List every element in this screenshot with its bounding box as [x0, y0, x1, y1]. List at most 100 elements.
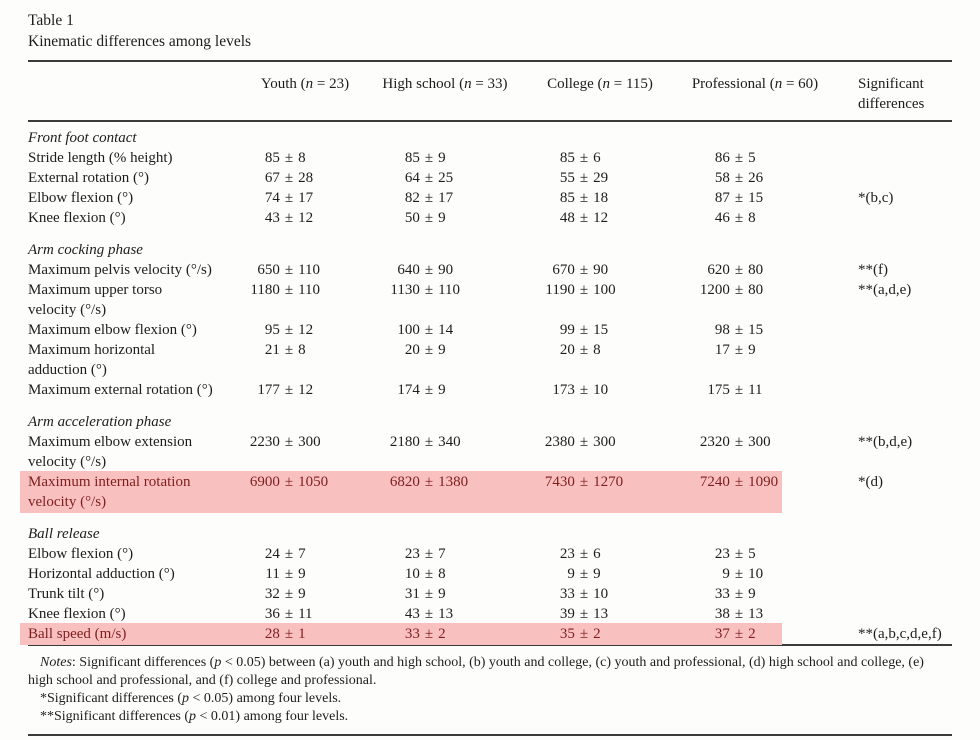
- section-heading-row: Arm acceleration phase: [28, 412, 952, 432]
- value-mean: 43: [404, 606, 420, 622]
- value-mean: 28: [264, 626, 280, 642]
- value-sd: 7: [298, 546, 306, 562]
- value-mean: 6820: [389, 474, 420, 490]
- table-section: Front foot contact Stride length (% heigh…: [28, 128, 952, 228]
- value-sd: 29: [593, 170, 609, 186]
- value-sd: 18: [593, 190, 609, 206]
- row-label-cell: Maximum pelvis velocity (°/s): [28, 260, 240, 280]
- plus-minus-sign: ±: [734, 626, 744, 642]
- column-header: Youth (n = 23): [240, 74, 370, 94]
- value-sd: 12: [298, 322, 314, 338]
- kinematics-table-body: Front foot contact Stride length (% heigh…: [20, 122, 952, 645]
- plus-minus-sign: ±: [284, 586, 294, 602]
- row-label: Elbow flexion (°): [28, 546, 134, 562]
- value-mean: 11: [265, 566, 280, 582]
- row-label: Elbow flexion (°): [28, 190, 134, 206]
- value-sd: 7: [438, 546, 446, 562]
- value-cell: 36 ±11: [240, 604, 370, 624]
- value-mean: 640: [397, 262, 420, 278]
- value-mean: 74: [264, 190, 280, 206]
- value-cell: 100 ±14: [370, 320, 520, 340]
- value-sd: 12: [593, 210, 609, 226]
- plus-minus-sign: ±: [734, 282, 744, 298]
- value-sd: 12: [298, 382, 314, 398]
- plus-minus-sign: ±: [579, 382, 589, 398]
- plus-minus-sign: ±: [284, 382, 294, 398]
- plus-minus-sign: ±: [424, 434, 434, 450]
- value-mean: 37: [714, 626, 730, 642]
- table-row: Ball speed (m/s) 28 ±1 33 ±2 35 ±2 37 ±2 **(a,b,c…: [20, 623, 952, 645]
- plus-minus-sign: ±: [424, 342, 434, 358]
- text-segment: p: [189, 709, 197, 724]
- text-segment: n: [602, 76, 611, 92]
- table-notes: Notes: Significant differences (p < 0.05…: [28, 654, 952, 726]
- value-sd: 300: [593, 434, 616, 450]
- value-cell: 1200 ±80: [680, 280, 830, 300]
- plus-minus-sign: ±: [284, 566, 294, 582]
- section-heading: Front foot contact: [28, 130, 137, 146]
- value-sd: 10: [748, 566, 764, 582]
- table-row: Stride length (% height) 85 ±8 85 ±9 85 ±6 86 ±5: [28, 148, 952, 168]
- plus-minus-sign: ±: [579, 342, 589, 358]
- plus-minus-sign: ±: [734, 382, 744, 398]
- row-label: Knee flexion (°): [28, 210, 126, 226]
- row-label: Maximum horizontal: [28, 342, 156, 358]
- row-label-line2: velocity (°/s): [28, 454, 107, 470]
- row-label: Knee flexion (°): [28, 606, 126, 622]
- value-mean: 33: [714, 586, 730, 602]
- plus-minus-sign: ±: [424, 546, 434, 562]
- text-segment: **Significant differences (: [40, 709, 190, 724]
- plus-minus-sign: ±: [424, 586, 434, 602]
- value-sd: 17: [298, 190, 314, 206]
- value-sd: 9: [438, 382, 446, 398]
- value-mean: 86: [714, 150, 730, 166]
- value-mean: 175: [707, 382, 730, 398]
- plus-minus-sign: ±: [424, 150, 434, 166]
- value-cell: 1180 ±110: [240, 280, 370, 300]
- value-cell: 17 ±9: [680, 340, 830, 360]
- value-sd: 300: [298, 434, 321, 450]
- value-cell: 64 ±25: [370, 168, 520, 188]
- value-cell: 670 ±90: [520, 260, 680, 280]
- plus-minus-sign: ±: [579, 586, 589, 602]
- value-mean: 23: [714, 546, 730, 562]
- value-cell: 85 ±9: [370, 148, 520, 168]
- row-label-cell: Ball speed (m/s): [28, 624, 240, 644]
- value-sd: 8: [298, 342, 306, 358]
- value-sd: 9: [593, 566, 601, 582]
- row-label-cell: Horizontal adduction (°): [28, 564, 240, 584]
- value-sd: 15: [593, 322, 609, 338]
- value-sd: 15: [748, 190, 764, 206]
- plus-minus-sign: ±: [284, 170, 294, 186]
- table-row: Maximum elbow extension velocity (°/s) 223…: [28, 432, 952, 472]
- plus-minus-sign: ±: [579, 606, 589, 622]
- row-label-cell: External rotation (°): [28, 168, 240, 188]
- plus-minus-sign: ±: [424, 262, 434, 278]
- value-sd: 9: [438, 586, 446, 602]
- value-cell: 1190 ±100: [520, 280, 680, 300]
- row-label: Trunk tilt (°): [28, 586, 105, 602]
- value-sd: 110: [438, 282, 461, 298]
- value-sd: 1380: [438, 474, 469, 490]
- table-header-row: Youth (n = 23) High school (n = 33) Colleg…: [28, 62, 952, 120]
- value-sd: 5: [748, 150, 756, 166]
- row-label-cell: Maximum internal rotation velocity (°/s): [28, 472, 240, 512]
- value-mean: 7430: [544, 474, 575, 490]
- row-label: Maximum pelvis velocity (°/s): [28, 262, 212, 278]
- text-segment: College (: [547, 76, 603, 92]
- value-mean: 9: [722, 566, 730, 582]
- table-row: Maximum external rotation (°) 177 ±12 174 ±9…: [28, 380, 952, 400]
- value-cell: 175 ±11: [680, 380, 830, 400]
- value-sd: 1090: [748, 474, 779, 490]
- plus-minus-sign: ±: [734, 342, 744, 358]
- value-mean: 50: [404, 210, 420, 226]
- value-sd: 6: [593, 546, 601, 562]
- value-sd: 9: [748, 586, 756, 602]
- row-label: Maximum elbow flexion (°): [28, 322, 197, 338]
- value-sd: 80: [748, 262, 764, 278]
- table-title: Kinematic differences among levels: [28, 33, 252, 50]
- value-cell: 7240 ±1090: [680, 472, 830, 492]
- value-mean: 23: [404, 546, 420, 562]
- text-segment: High school (: [382, 76, 465, 92]
